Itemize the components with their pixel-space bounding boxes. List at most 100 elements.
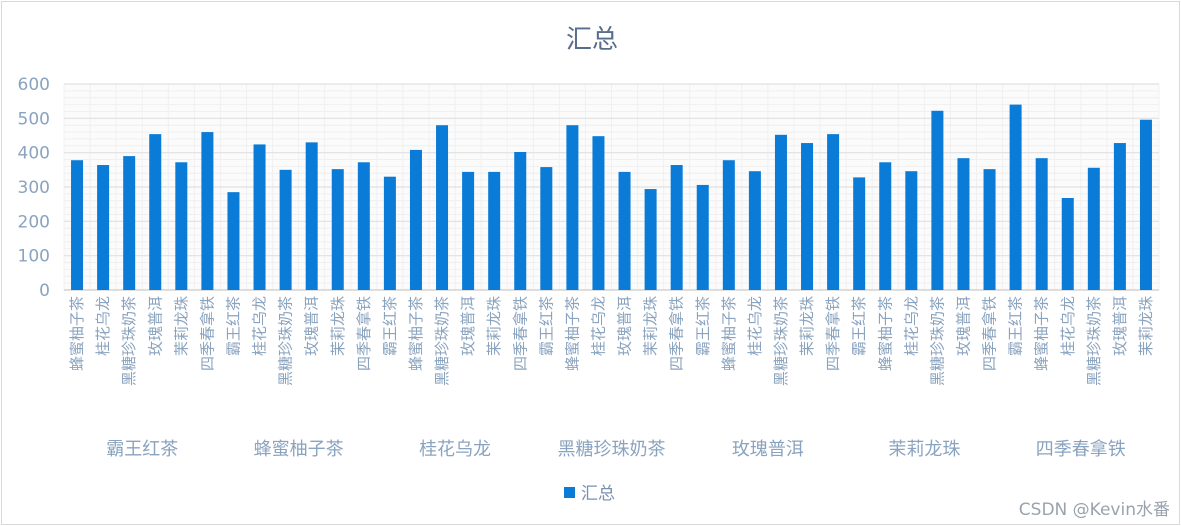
x-category-label: 黑糖珍珠奶茶	[1085, 296, 1103, 386]
bar	[1139, 119, 1152, 291]
bar	[670, 165, 683, 290]
legend: 汇总	[564, 484, 615, 504]
bar	[279, 169, 292, 290]
bar	[123, 156, 136, 290]
x-category-label: 霸王红茶	[537, 296, 555, 356]
bar	[905, 171, 918, 290]
bar	[1087, 167, 1100, 290]
x-category-label: 黑糖珍珠奶茶	[120, 296, 138, 386]
x-category-label: 蜂蜜柚子茶	[720, 296, 738, 371]
bar	[774, 134, 787, 290]
x-category-label: 黑糖珍珠奶茶	[772, 296, 790, 386]
x-group-label: 桂花乌龙	[419, 439, 491, 460]
bar	[305, 142, 318, 290]
bar	[97, 165, 110, 290]
x-category-label: 桂花乌龙	[251, 296, 269, 356]
bar	[201, 132, 214, 290]
x-category-label: 茉莉龙珠	[485, 296, 503, 356]
x-category-label: 四季春拿铁	[981, 296, 999, 371]
y-tick-label: 100	[18, 247, 50, 267]
bar	[644, 189, 657, 290]
bar	[149, 134, 162, 290]
bar	[983, 169, 996, 290]
bar	[227, 192, 240, 290]
x-category-label: 玫瑰普洱	[459, 296, 477, 356]
x-category-label: 茉莉龙珠	[642, 296, 660, 356]
x-category-label: 玫瑰普洱	[146, 296, 164, 356]
bar	[71, 160, 84, 290]
x-category-label: 茉莉龙珠	[329, 296, 347, 356]
x-group-label: 四季春拿铁	[1036, 438, 1126, 460]
x-category-label: 玫瑰普洱	[954, 296, 972, 356]
bar	[1009, 104, 1022, 290]
x-category-label: 蜂蜜柚子茶	[407, 296, 425, 371]
x-category-label: 霸王红茶	[850, 296, 868, 356]
x-category-label: 黑糖珍珠奶茶	[277, 296, 295, 386]
bar	[409, 149, 422, 290]
x-category-label: 茉莉龙珠	[172, 296, 190, 356]
bar	[931, 110, 944, 290]
legend-label: 汇总	[581, 484, 615, 504]
x-category-label: 茉莉龙珠	[1137, 296, 1155, 356]
x-group-label: 蜂蜜柚子茶	[254, 439, 344, 460]
grid-layer	[63, 83, 1160, 291]
y-tick-label: 500	[18, 109, 50, 129]
x-category-label: 玫瑰普洱	[616, 296, 634, 356]
x-category-label: 霸王红茶	[381, 296, 399, 356]
bar	[1061, 197, 1074, 290]
bar	[357, 162, 370, 290]
x-category-label: 玫瑰普洱	[303, 296, 321, 356]
x-category-label: 霸王红茶	[1007, 296, 1025, 356]
x-axis-group-labels: 霸王红茶 蜂蜜柚子茶 桂花乌龙 黑糖珍珠奶茶 玫瑰普洱 茉莉龙珠 四季春拿铁	[106, 438, 1126, 460]
x-category-label: 桂花乌龙	[94, 296, 112, 356]
bar	[957, 158, 970, 290]
bar	[696, 184, 709, 290]
chart-title: 汇总	[566, 25, 618, 55]
x-group-label: 黑糖珍珠奶茶	[558, 439, 666, 460]
bar	[566, 125, 579, 290]
x-category-label: 四季春拿铁	[355, 296, 373, 371]
x-category-label: 桂花乌龙	[1059, 296, 1077, 356]
x-category-label: 蜂蜜柚子茶	[68, 296, 86, 371]
x-category-label: 桂花乌龙	[902, 296, 920, 356]
x-group-label: 玫瑰普洱	[732, 439, 804, 460]
bar	[618, 171, 631, 290]
bar	[801, 143, 814, 290]
bar	[331, 169, 344, 290]
x-category-label: 四季春拿铁	[824, 296, 842, 371]
x-category-label: 黑糖珍珠奶茶	[433, 296, 451, 386]
bar	[592, 136, 605, 290]
x-category-label: 桂花乌龙	[746, 296, 764, 356]
bar	[253, 144, 266, 290]
bar	[1113, 143, 1126, 290]
bar	[514, 151, 527, 290]
y-tick-label: 200	[18, 212, 50, 232]
x-group-label: 茉莉龙珠	[888, 439, 960, 460]
bar	[488, 171, 501, 290]
legend-swatch	[564, 487, 575, 498]
x-category-label: 黑糖珍珠奶茶	[928, 296, 946, 386]
bar	[879, 162, 892, 290]
x-category-label: 四季春拿铁	[511, 296, 529, 371]
x-category-label: 桂花乌龙	[589, 296, 607, 356]
x-category-label: 四季春拿铁	[198, 296, 216, 371]
bar	[540, 167, 553, 290]
x-category-label: 蜂蜜柚子茶	[1033, 296, 1051, 371]
y-tick-label: 0	[39, 281, 50, 301]
y-tick-label: 400	[18, 144, 50, 164]
y-axis-ticks: 0 100 200 300 400 500 600	[18, 75, 50, 301]
x-category-label: 霸王红茶	[224, 296, 242, 356]
bars	[71, 104, 1152, 291]
y-tick-label: 300	[18, 178, 50, 198]
x-group-label: 霸王红茶	[106, 439, 178, 460]
x-category-label: 茉莉龙珠	[798, 296, 816, 356]
bar	[436, 125, 449, 290]
bar	[383, 176, 396, 290]
bar	[1035, 158, 1048, 290]
bar	[748, 171, 761, 290]
x-category-label: 蜂蜜柚子茶	[563, 296, 581, 371]
bar	[722, 160, 735, 290]
watermark: CSDN @Kevin水番	[1019, 500, 1170, 520]
